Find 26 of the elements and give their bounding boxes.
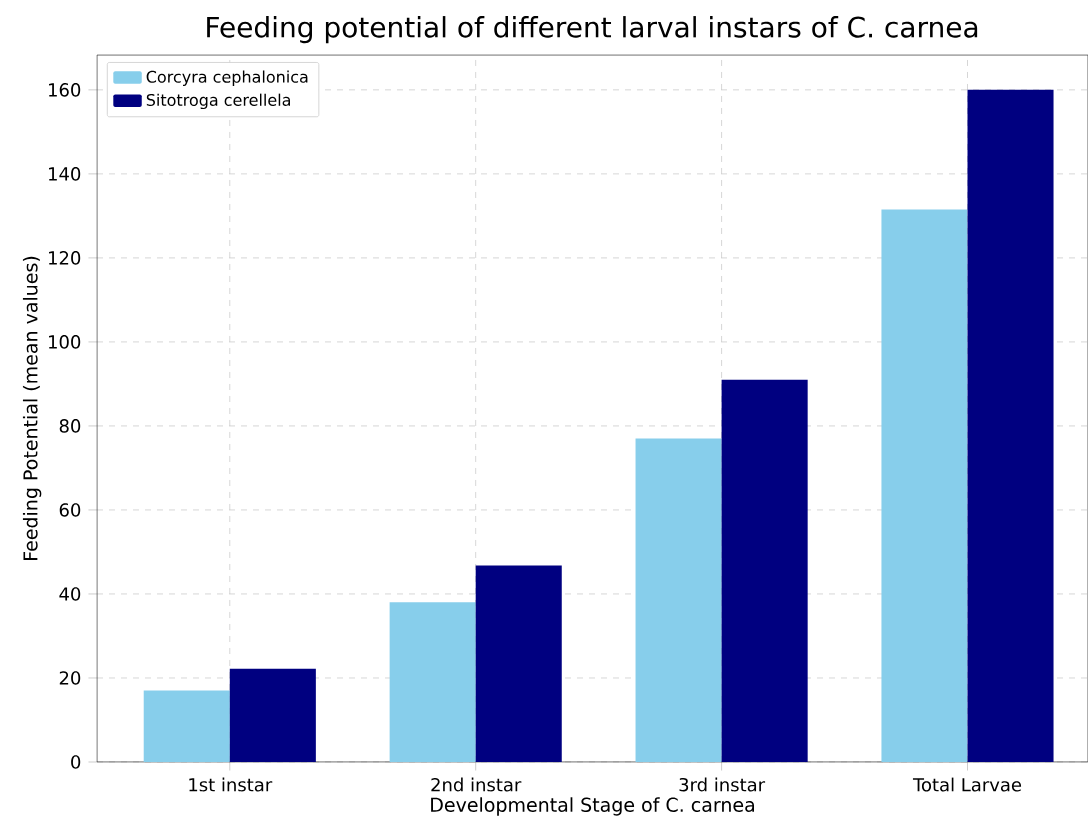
bar [721, 379, 808, 762]
bar [229, 668, 316, 762]
x-tick-label: Total Larvae [912, 777, 1022, 792]
x-tick-label: 1st instar [189, 777, 273, 792]
legend-label: Corcyra cephalonica [146, 70, 308, 86]
y-tick-label: 120 [49, 251, 81, 265]
y-tick-label: 60 [59, 503, 81, 517]
y-tick-label: 140 [49, 167, 81, 181]
bar [635, 438, 722, 762]
y-tick-label: 80 [59, 419, 81, 433]
bar [143, 690, 230, 762]
y-tick-label: 40 [59, 587, 81, 601]
legend-label: Sitotroga cerellela [146, 93, 291, 110]
x-tick-label: 2nd instar [431, 777, 522, 792]
bar [475, 565, 562, 762]
bar [881, 209, 968, 762]
x-tick-label: 3rd instar [679, 777, 766, 792]
chart-title: Feeding potential of different larval instars of C. carnea [207, 16, 978, 44]
y-axis-title: Feeding Potential (mean values) [22, 256, 42, 560]
y-tick-label: 100 [49, 335, 81, 349]
y-tick-label: 20 [59, 671, 81, 685]
y-tick-label: 160 [49, 83, 81, 97]
x-axis-title: Developmental Stage of C. carnea [431, 797, 755, 816]
bar [967, 89, 1054, 762]
bar [389, 602, 476, 762]
y-tick-label: 0 [71, 755, 81, 769]
